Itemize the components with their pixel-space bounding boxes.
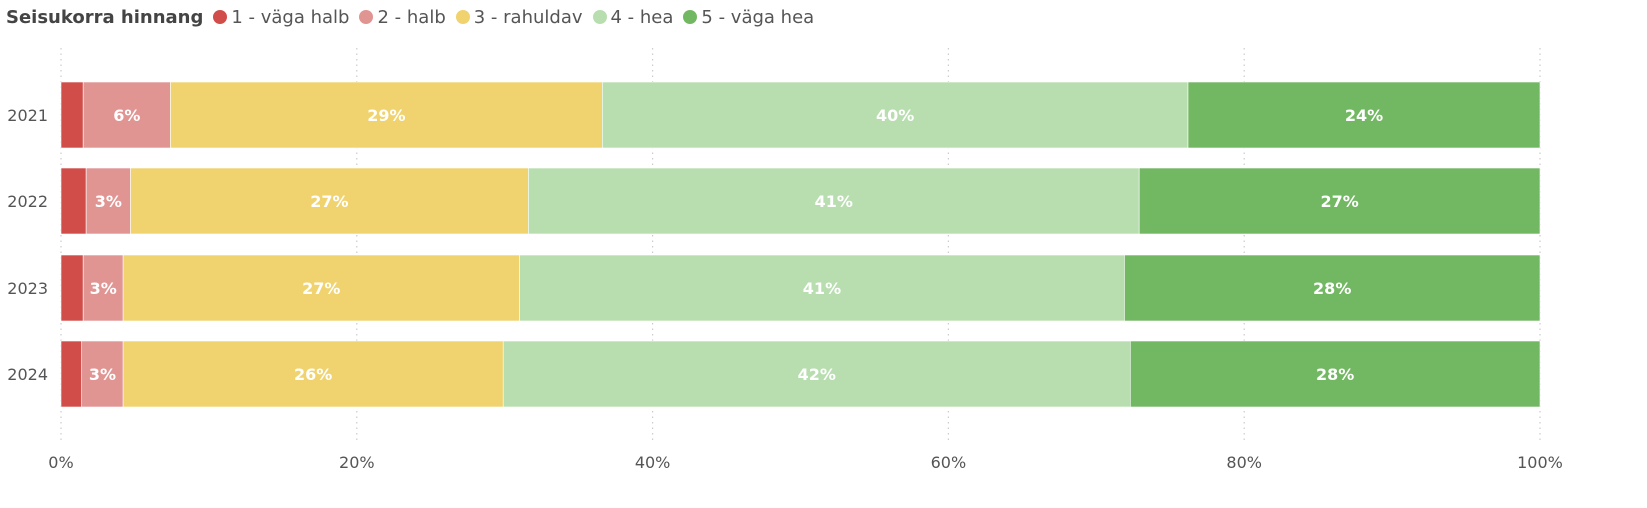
- bar-2022-series-5[interactable]: [1138, 167, 1541, 235]
- data-label-2021-series-5: 24%: [1345, 106, 1383, 125]
- bar-2024-series-1[interactable]: [60, 340, 83, 408]
- legend-item-3[interactable]: 3 - rahuldav: [455, 6, 583, 28]
- data-label-2024-series-3: 26%: [294, 365, 332, 384]
- x-tick-label-80: 80%: [1226, 453, 1262, 472]
- bar-2023-series-2[interactable]: [82, 254, 124, 322]
- x-tick-label-0: 0%: [48, 453, 73, 472]
- y-tick-label-2023: 2023: [7, 279, 48, 298]
- data-label-2024-series-5: 28%: [1316, 365, 1354, 384]
- data-label-2023-series-2: 3%: [90, 279, 117, 298]
- legend-item-1[interactable]: 1 - väga halb: [213, 7, 349, 28]
- bar-2022-series-2[interactable]: [85, 167, 131, 235]
- data-label-2023-series-4: 41%: [803, 279, 841, 298]
- bar-2021-series-1[interactable]: [60, 81, 84, 149]
- bar-2022-series-1[interactable]: [60, 167, 87, 235]
- x-tick-label-20: 20%: [339, 453, 375, 472]
- data-label-2022-series-4: 41%: [815, 192, 853, 211]
- legend-label: 2 - halb: [377, 6, 446, 28]
- data-label-2024-series-2: 3%: [89, 365, 116, 384]
- bar-2023-series-3[interactable]: [122, 254, 520, 322]
- legend-swatch: [455, 10, 470, 24]
- y-axis: 2021 2022 2023 2024: [7, 106, 48, 384]
- x-tick-label-100: 100%: [1517, 453, 1563, 472]
- bar-2022-series-3[interactable]: [130, 167, 529, 235]
- legend-label: 4 - hea: [610, 6, 674, 28]
- legend-items: 1 - väga halb 2 - halb 3 - rahuldav 4 - hea…: [213, 7, 824, 28]
- data-labels: 6% 29% 40% 24% 3% 27% 41% 27% 3% 27% 41% 28% 3% 26% 42…: [89, 106, 1383, 384]
- bar-2024-series-2[interactable]: [81, 340, 124, 408]
- legend-label: 3 - rahuldav: [473, 6, 583, 28]
- bar-2023-series-5[interactable]: [1124, 254, 1541, 322]
- data-label-2023-series-5: 28%: [1313, 279, 1351, 298]
- bar-2021-series-3[interactable]: [170, 81, 603, 149]
- data-label-2022-series-5: 27%: [1320, 192, 1358, 211]
- data-label-2022-series-2: 3%: [95, 192, 122, 211]
- bars: [60, 81, 1541, 408]
- bar-2023-series-1[interactable]: [60, 254, 84, 322]
- data-label-2021-series-3: 29%: [367, 106, 405, 125]
- x-tick-label-60: 60%: [931, 453, 967, 472]
- x-tick-label-40: 40%: [635, 453, 671, 472]
- bar-2024-series-5[interactable]: [1130, 340, 1541, 408]
- legend-label: 5 - väga hea: [701, 6, 815, 28]
- legend-swatch: [359, 10, 374, 24]
- y-tick-label-2022: 2022: [7, 192, 48, 211]
- data-label-2022-series-3: 27%: [310, 192, 348, 211]
- data-label-2021-series-2: 6%: [113, 106, 140, 125]
- y-tick-label-2024: 2024: [7, 365, 48, 384]
- legend-label: 1 - väga halb: [231, 6, 350, 28]
- legend-swatch: [213, 10, 228, 24]
- bar-2024-series-3[interactable]: [122, 340, 504, 408]
- legend-swatch: [592, 10, 607, 24]
- legend-item-5[interactable]: 5 - väga hea: [683, 7, 814, 28]
- data-label-2023-series-3: 27%: [302, 279, 340, 298]
- data-label-2021-series-4: 40%: [876, 106, 914, 125]
- legend-swatch: [683, 10, 698, 24]
- bar-2023-series-4[interactable]: [519, 254, 1125, 322]
- data-label-2024-series-4: 42%: [798, 365, 836, 384]
- legend-title: Seisukorra hinnang: [6, 6, 204, 28]
- legend-item-2[interactable]: 2 - halb: [359, 6, 446, 28]
- bar-2024-series-4[interactable]: [502, 340, 1131, 408]
- bar-2022-series-4[interactable]: [528, 167, 1140, 235]
- bar-2021-series-5[interactable]: [1187, 81, 1541, 149]
- chart-legend: Seisukorra hinnang 1 - väga halb 2 - halb…: [6, 4, 824, 30]
- x-axis: 0% 20% 40% 60% 80% 100%: [48, 453, 1563, 472]
- y-tick-label-2021: 2021: [7, 106, 48, 125]
- legend-item-4[interactable]: 4 - hea: [592, 6, 674, 28]
